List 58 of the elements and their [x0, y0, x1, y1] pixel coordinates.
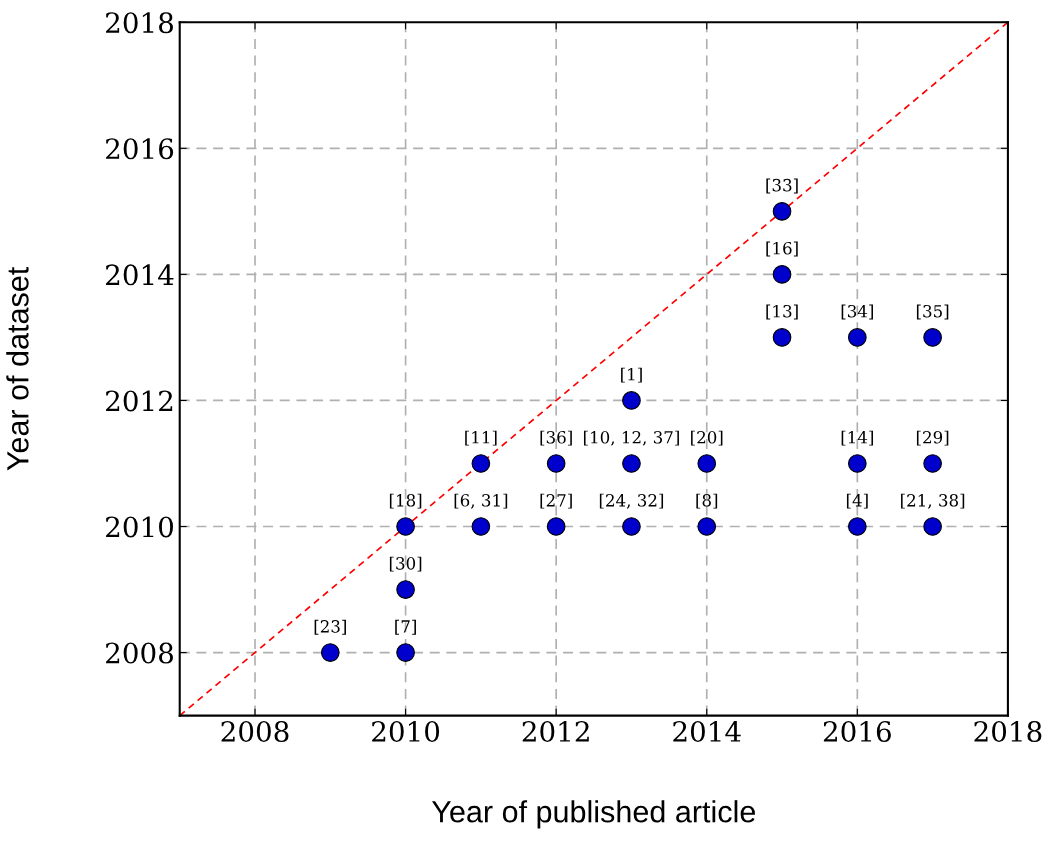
point — [396, 517, 415, 536]
point — [697, 454, 717, 473]
point — [546, 517, 566, 536]
point — [923, 454, 942, 473]
annotation: [8] — [696, 493, 718, 509]
y-tick-label: 2018 — [106, 12, 173, 34]
point — [923, 517, 942, 536]
point — [471, 517, 491, 536]
y-tick-label: 2016 — [106, 138, 174, 160]
y-tick-label: 2010 — [106, 516, 174, 538]
point — [923, 328, 942, 347]
point — [847, 328, 867, 347]
x-tick-label: 2016 — [823, 720, 891, 742]
point — [772, 265, 792, 284]
point — [546, 454, 566, 473]
point — [697, 517, 717, 536]
x-tick-label: 2018 — [974, 720, 1042, 742]
point — [471, 454, 491, 473]
annotation: [6, 31] — [454, 493, 508, 509]
annotation: [29] — [916, 430, 949, 446]
annotation: [35] — [916, 304, 949, 320]
y-tick-label: 2008 — [106, 642, 173, 664]
x-tick-label: 2010 — [372, 720, 440, 742]
x-axis-title: Year of published article — [431, 800, 755, 829]
x-tick-label: 2014 — [673, 720, 741, 742]
annotation: [18] — [389, 493, 422, 509]
annotation: [4] — [846, 493, 868, 509]
annotation: [21, 38] — [901, 493, 965, 509]
annotation: [27] — [540, 493, 572, 509]
y-axis-title: Year of dataset — [6, 266, 29, 471]
annotation: [11] — [465, 430, 497, 446]
point — [772, 328, 792, 347]
point — [320, 643, 340, 662]
point — [396, 580, 415, 599]
point — [847, 454, 867, 473]
y-tick-label: 2014 — [106, 264, 174, 286]
x-tick-label: 2008 — [221, 720, 289, 742]
point — [847, 517, 867, 536]
annotation: [36] — [540, 430, 572, 446]
annotation: [24, 32] — [599, 493, 664, 509]
annotation: [23] — [314, 619, 346, 635]
annotation: [34] — [841, 304, 873, 320]
point — [622, 517, 641, 536]
point — [622, 391, 641, 410]
annotation: [16] — [766, 241, 798, 257]
annotation: [20] — [691, 430, 723, 446]
annotation: [33] — [766, 178, 798, 194]
annotation: [7] — [395, 619, 416, 635]
y-tick-label: 2012 — [106, 390, 173, 412]
point — [622, 454, 641, 473]
annotation: [14] — [841, 430, 873, 446]
annotation: [13] — [766, 304, 798, 320]
point — [396, 643, 415, 662]
point — [772, 202, 792, 221]
annotation: [10, 12, 37] — [583, 430, 679, 446]
annotation: [30] — [389, 556, 422, 572]
annotation: [1] — [621, 367, 642, 383]
x-tick-label: 2012 — [522, 720, 589, 742]
